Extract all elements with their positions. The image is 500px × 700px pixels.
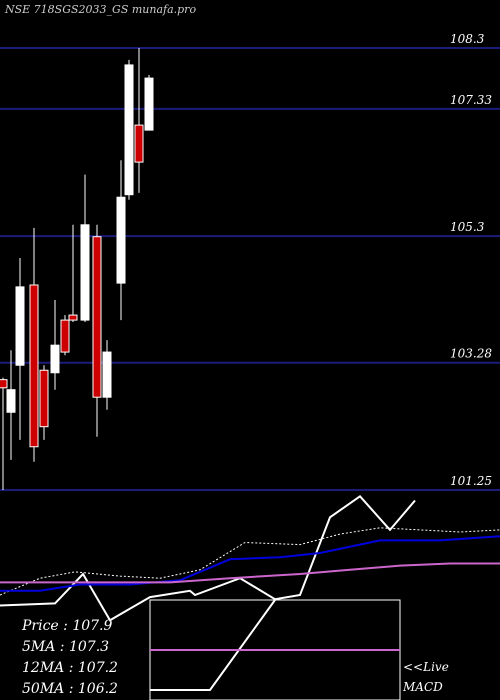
chart-title: NSE 718SGS2033_GS munafa.pro <box>4 3 196 16</box>
y-tick-label: 105.3 <box>450 220 485 234</box>
candle-body <box>92 236 102 398</box>
candle-body <box>124 64 134 196</box>
candle-body <box>50 344 60 374</box>
candle-body <box>144 77 154 131</box>
candle-body <box>116 196 126 284</box>
candle-body <box>134 124 144 163</box>
candle-body <box>15 286 25 366</box>
indicator-label: Price : 107.9 <box>21 618 113 634</box>
macd-label: MACD <box>402 680 443 694</box>
candle-body <box>0 379 8 389</box>
candle-body <box>39 369 49 428</box>
candle-body <box>80 224 90 321</box>
indicator-label: 12MA : 107.2 <box>22 660 118 676</box>
indicator-line <box>0 562 500 584</box>
candle-body <box>68 314 78 321</box>
macd-label: <<Live <box>403 660 449 674</box>
indicator-line <box>0 535 500 592</box>
candle-body <box>29 284 39 448</box>
indicator-label: 5MA : 107.3 <box>22 639 109 655</box>
indicator-line <box>150 599 276 691</box>
indicator-label: 50MA : 106.2 <box>22 681 118 697</box>
y-tick-label: 103.28 <box>450 347 492 361</box>
y-tick-label: 107.33 <box>450 93 492 107</box>
candle-body <box>102 351 112 398</box>
candle-body <box>60 319 70 353</box>
candle-body <box>6 389 16 413</box>
y-tick-label: 108.3 <box>450 32 485 46</box>
indicator-line <box>0 527 500 596</box>
y-tick-label: 101.25 <box>450 474 492 488</box>
